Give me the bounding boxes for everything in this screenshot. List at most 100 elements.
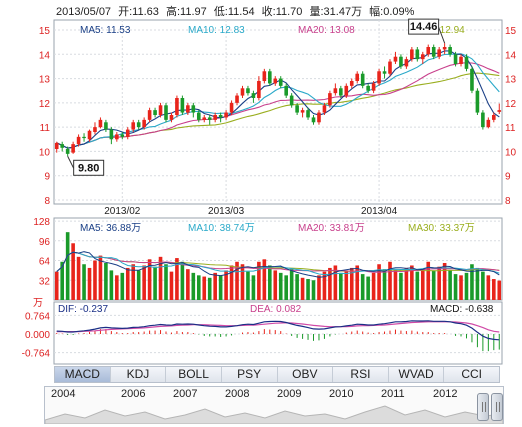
candle-body — [120, 134, 125, 137]
volume-bar — [470, 264, 474, 300]
candle-body — [426, 47, 431, 55]
candle-body — [333, 88, 338, 94]
candle-body — [76, 136, 81, 145]
volume-bar — [136, 270, 141, 300]
tab-kdj[interactable]: KDJ — [111, 367, 167, 382]
volume-bar — [109, 270, 114, 300]
candle-body — [431, 47, 436, 57]
volume-bar — [71, 243, 75, 300]
candle-body — [164, 105, 168, 120]
timeline-year: 2008 — [225, 388, 250, 400]
candle-body — [115, 134, 119, 140]
tab-rsi[interactable]: RSI — [333, 367, 389, 382]
macd-ytick: 0.764 — [25, 311, 50, 322]
candle-body — [87, 130, 92, 140]
candle-body — [131, 122, 136, 130]
volume-bar — [202, 276, 207, 300]
candle-body — [273, 78, 278, 84]
price-xtick: 2013/04 — [361, 206, 398, 217]
volume-bar — [349, 267, 354, 300]
candle-body — [98, 119, 103, 128]
volume-bar — [125, 267, 130, 300]
candle-body — [125, 129, 130, 137]
tab-wvad[interactable]: WVAD — [389, 367, 445, 382]
candle-body — [82, 136, 86, 139]
candle-body — [442, 47, 447, 50]
volume-bar — [76, 256, 81, 300]
volume-ytick: 96 — [39, 237, 51, 248]
tab-macd[interactable]: MACD — [55, 367, 111, 382]
volume-bar — [420, 269, 425, 300]
volume-bar — [164, 264, 168, 300]
volume-legend-ma20: MA20: 33.81万 — [298, 223, 365, 234]
volume-bar — [339, 272, 343, 300]
candle-body — [175, 98, 179, 115]
volume-bar — [481, 271, 485, 300]
price-ytick-right: 12 — [505, 99, 517, 110]
volume-ma20-line — [56, 251, 500, 273]
volume-bar — [393, 270, 398, 300]
candle-body — [71, 144, 75, 153]
tab-cci[interactable]: CCI — [461, 367, 483, 381]
volume-bar — [207, 277, 212, 300]
timeline-navigator[interactable]: 2004 2006 2007 2008 2009 2010 2011 2012 — [44, 386, 504, 424]
timeline-left-handle[interactable] — [477, 393, 489, 421]
candle-body — [382, 71, 387, 74]
volume-bar — [360, 274, 365, 300]
price-ma20-line — [56, 62, 500, 149]
volume-bar — [459, 275, 463, 300]
candle-body — [213, 115, 217, 120]
candle-body — [93, 127, 97, 132]
annotation-leader — [67, 156, 75, 169]
volume-bar — [328, 267, 332, 300]
tab-obv[interactable]: OBV — [278, 367, 334, 382]
candle-body — [459, 56, 463, 64]
timeline-right-handle[interactable] — [491, 393, 503, 421]
candle-body — [349, 81, 354, 86]
tab-boll[interactable]: BOLL — [166, 367, 222, 382]
timeline-year: 2007 — [173, 388, 198, 400]
volume-bar — [251, 275, 256, 300]
tab-psy[interactable]: PSY — [222, 367, 278, 382]
candle-body — [229, 102, 234, 113]
price-ytick-right: 15 — [505, 26, 517, 37]
price-ytick-right: 10 — [505, 147, 517, 158]
macd-ytick: 0.000 — [25, 330, 50, 341]
price-ytick-right: 9 — [505, 172, 511, 183]
volume-bar — [196, 275, 201, 300]
price-ma10-line — [56, 53, 500, 149]
volume-bar — [492, 279, 496, 300]
volume-legend-ma30: MA30: 33.37万 — [408, 223, 475, 234]
candle-body — [475, 90, 480, 113]
volume-bar — [317, 275, 321, 300]
timeline-years: 2004 2006 2007 2008 2009 2010 2011 2012 — [45, 388, 503, 400]
timeline-year: 2006 — [121, 388, 146, 400]
timeline-year: 2004 — [51, 388, 76, 400]
volume-bar — [431, 270, 436, 300]
candle-body — [240, 88, 245, 96]
timeline-year: 2012 — [433, 388, 458, 400]
candle-body — [420, 54, 425, 60]
volume-bar — [65, 232, 70, 300]
candle-body — [388, 61, 392, 74]
candle-body — [191, 105, 196, 113]
candle-body — [136, 122, 141, 128]
candle-body — [142, 119, 146, 128]
price-ytick-left: 12 — [39, 99, 51, 110]
volume-bar — [322, 271, 327, 300]
price-ytick-left: 15 — [39, 26, 51, 37]
candle-body — [60, 144, 64, 148]
candle-body — [404, 59, 409, 67]
candle-body — [415, 49, 420, 60]
candle-body — [268, 71, 272, 84]
price-legend-ma20: MA20: 13.08 — [298, 25, 355, 36]
candle-body — [169, 115, 174, 120]
volume-bar — [333, 265, 338, 300]
price-ytick-right: 8 — [505, 196, 511, 207]
price-ytick-left: 14 — [39, 50, 51, 61]
volume-bar — [169, 271, 174, 300]
candle-body — [360, 73, 365, 86]
candle-body — [54, 142, 59, 149]
candle-body — [393, 56, 398, 62]
